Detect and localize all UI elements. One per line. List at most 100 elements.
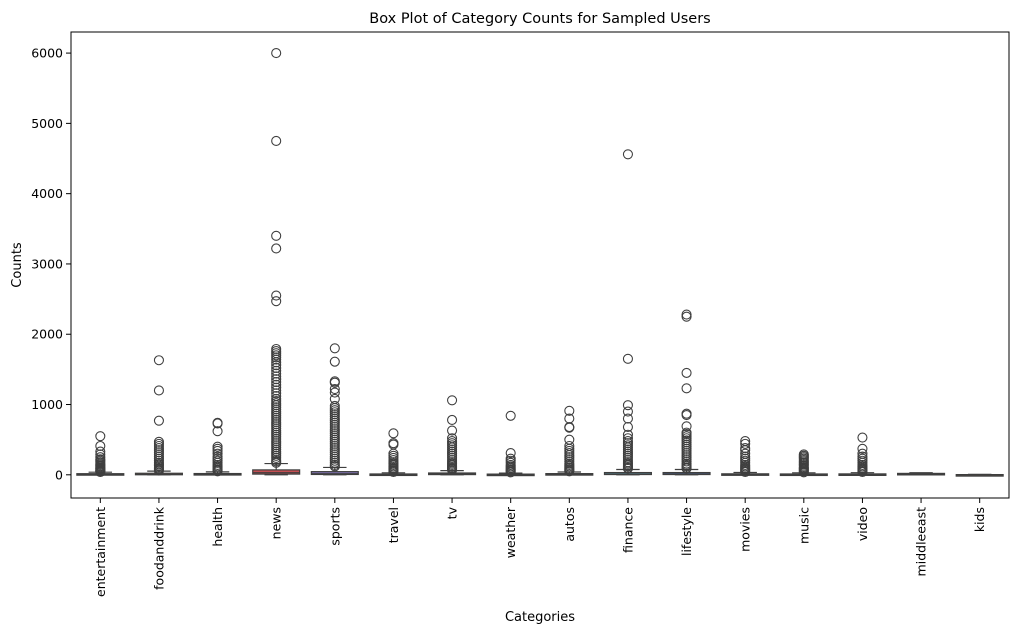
- outlier-point: [271, 371, 282, 382]
- outlier-point: [622, 406, 633, 417]
- box-health: [193, 417, 242, 477]
- box-kids: [955, 473, 1004, 477]
- outlier-point: [212, 445, 223, 456]
- box-middleeast: [897, 472, 946, 476]
- x-tick-label: health: [210, 507, 225, 547]
- outlier-point: [271, 48, 282, 59]
- box-music: [779, 449, 828, 478]
- box-foodanddrink: [134, 355, 183, 476]
- outlier-point: [212, 426, 223, 437]
- x-tick-label: sports: [327, 507, 342, 546]
- outlier-point: [271, 379, 282, 390]
- outlier-point: [271, 243, 282, 254]
- box-video: [838, 432, 887, 478]
- outlier-point: [329, 343, 340, 354]
- outlier-point: [153, 465, 164, 476]
- outlier-point: [329, 377, 340, 388]
- box-travel: [369, 428, 418, 478]
- outlier-point: [271, 362, 282, 374]
- box-sports: [310, 343, 359, 476]
- outlier-point: [95, 440, 106, 452]
- outlier-point: [622, 400, 633, 411]
- outlier-point: [505, 467, 516, 478]
- outlier-point: [622, 353, 633, 364]
- x-tick-label: lifestyle: [679, 507, 694, 556]
- outlier-point: [798, 467, 809, 478]
- outlier-point: [153, 415, 164, 426]
- outlier-point: [564, 405, 575, 416]
- outlier-point: [271, 230, 282, 241]
- outlier-point: [271, 135, 282, 146]
- x-tick-label: weather: [503, 506, 518, 558]
- outlier-point: [271, 374, 282, 385]
- outlier-point: [329, 461, 340, 472]
- outlier-point: [271, 365, 282, 376]
- outlier-point: [622, 429, 633, 440]
- outlier-point: [271, 382, 282, 393]
- plot-area-frame: [70, 31, 1010, 499]
- plot-marks: [76, 48, 1004, 478]
- outlier-point: [857, 466, 868, 478]
- outlier-point: [388, 428, 399, 439]
- outlier-point: [447, 395, 458, 406]
- x-tick-label: travel: [386, 507, 401, 543]
- outlier-point: [681, 309, 692, 320]
- outlier-point: [212, 418, 223, 429]
- outlier-point: [505, 447, 516, 459]
- outlier-point: [740, 466, 751, 478]
- x-axis-label: Categories: [505, 610, 575, 625]
- outlier-point: [681, 311, 692, 322]
- outlier-point: [622, 421, 633, 433]
- outlier-point: [681, 383, 692, 394]
- box-weather: [486, 410, 535, 478]
- outlier-point: [153, 355, 164, 366]
- box-tv: [428, 395, 477, 476]
- outlier-point: [505, 410, 516, 421]
- outlier-point: [271, 388, 282, 399]
- x-tick-label: autos: [562, 507, 577, 542]
- y-tick-label: 1000: [31, 397, 63, 412]
- outlier-point: [271, 385, 282, 396]
- outlier-point: [740, 438, 751, 449]
- outlier-point: [447, 414, 458, 426]
- outlier-point: [271, 354, 282, 365]
- outlier-point: [153, 385, 164, 396]
- outlier-point: [271, 290, 282, 301]
- outlier-point: [271, 376, 282, 388]
- chart-title: Box Plot of Category Counts for Sampled …: [369, 11, 711, 27]
- x-tick-label: kids: [972, 507, 987, 532]
- y-tick-label: 3000: [31, 256, 63, 271]
- iqr-box: [252, 469, 301, 475]
- x-tick-label: music: [796, 507, 811, 544]
- outlier-point: [681, 421, 692, 432]
- box-entertainment: [76, 431, 125, 478]
- x-tick-label: foodanddrink: [151, 506, 166, 590]
- outlier-point: [740, 445, 751, 456]
- outlier-point: [622, 463, 633, 474]
- y-tick-label: 4000: [31, 186, 63, 201]
- x-tick-label: news: [269, 507, 284, 539]
- outlier-point: [681, 410, 692, 421]
- box-lifestyle: [662, 309, 711, 476]
- outlier-point: [271, 296, 282, 307]
- outlier-point: [857, 443, 868, 454]
- y-tick-label: 5000: [31, 116, 63, 131]
- outlier-point: [388, 466, 399, 478]
- outlier-point: [271, 368, 282, 379]
- outlier-point: [271, 357, 282, 368]
- x-tick-label: finance: [620, 507, 635, 553]
- box-movies: [721, 436, 770, 478]
- outlier-point: [447, 425, 458, 436]
- outlier-point: [681, 463, 692, 474]
- y-tick-label: 2000: [31, 327, 63, 342]
- iqr-box: [310, 471, 359, 476]
- outlier-point: [329, 384, 340, 395]
- outlier-point: [271, 360, 282, 371]
- outlier-point: [95, 466, 106, 478]
- y-tick-label: 6000: [31, 46, 63, 61]
- outlier-point: [95, 431, 106, 442]
- outlier-point: [622, 149, 633, 160]
- x-tick-label: video: [855, 507, 870, 541]
- outlier-point: [329, 356, 340, 367]
- outlier-point: [681, 367, 692, 378]
